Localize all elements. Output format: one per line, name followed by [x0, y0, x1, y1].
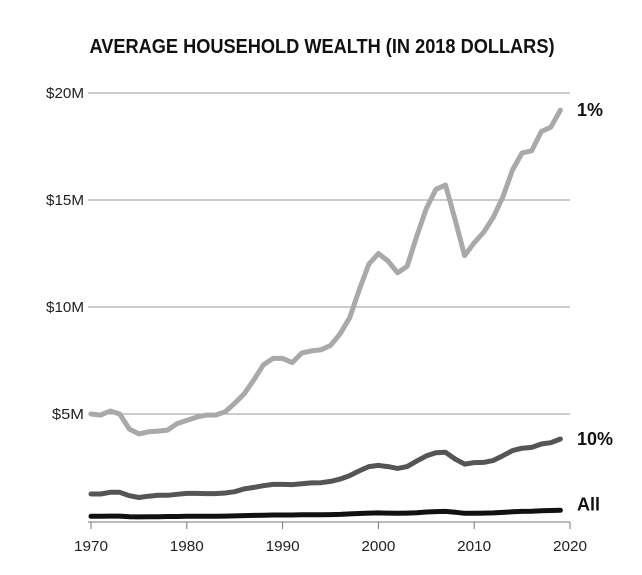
x-tick-label: 1990 — [266, 538, 300, 555]
x-tick-label: 2020 — [553, 538, 587, 555]
series-labels: 1% 10% All — [577, 100, 613, 514]
x-tick-label: 1970 — [74, 538, 108, 555]
y-tick-label: $5M — [52, 406, 84, 423]
gridlines — [88, 92, 570, 415]
series-label: All — [577, 494, 600, 514]
chart-title: AVERAGE HOUSEHOLD WEALTH (IN 2018 DOLLAR… — [90, 36, 555, 58]
series-label: 10% — [577, 429, 613, 449]
x-tick-label: 2010 — [457, 538, 491, 555]
series-line-all — [88, 507, 563, 520]
series-line-top-10pct — [88, 436, 563, 500]
x-axis: 1970 1980 1990 2000 2010 2020 — [74, 521, 587, 555]
y-tick-label: $10M — [46, 299, 84, 316]
series-lines — [88, 107, 563, 520]
y-tick-label: $20M — [46, 85, 84, 102]
x-tick-label: 2000 — [361, 538, 395, 555]
series-line-top-1pct — [88, 107, 563, 437]
y-tick-label: $15M — [46, 192, 84, 209]
y-axis: $5M $10M $15M $20M — [46, 85, 84, 423]
series-label: 1% — [577, 100, 603, 120]
x-tick-label: 1980 — [170, 538, 204, 555]
